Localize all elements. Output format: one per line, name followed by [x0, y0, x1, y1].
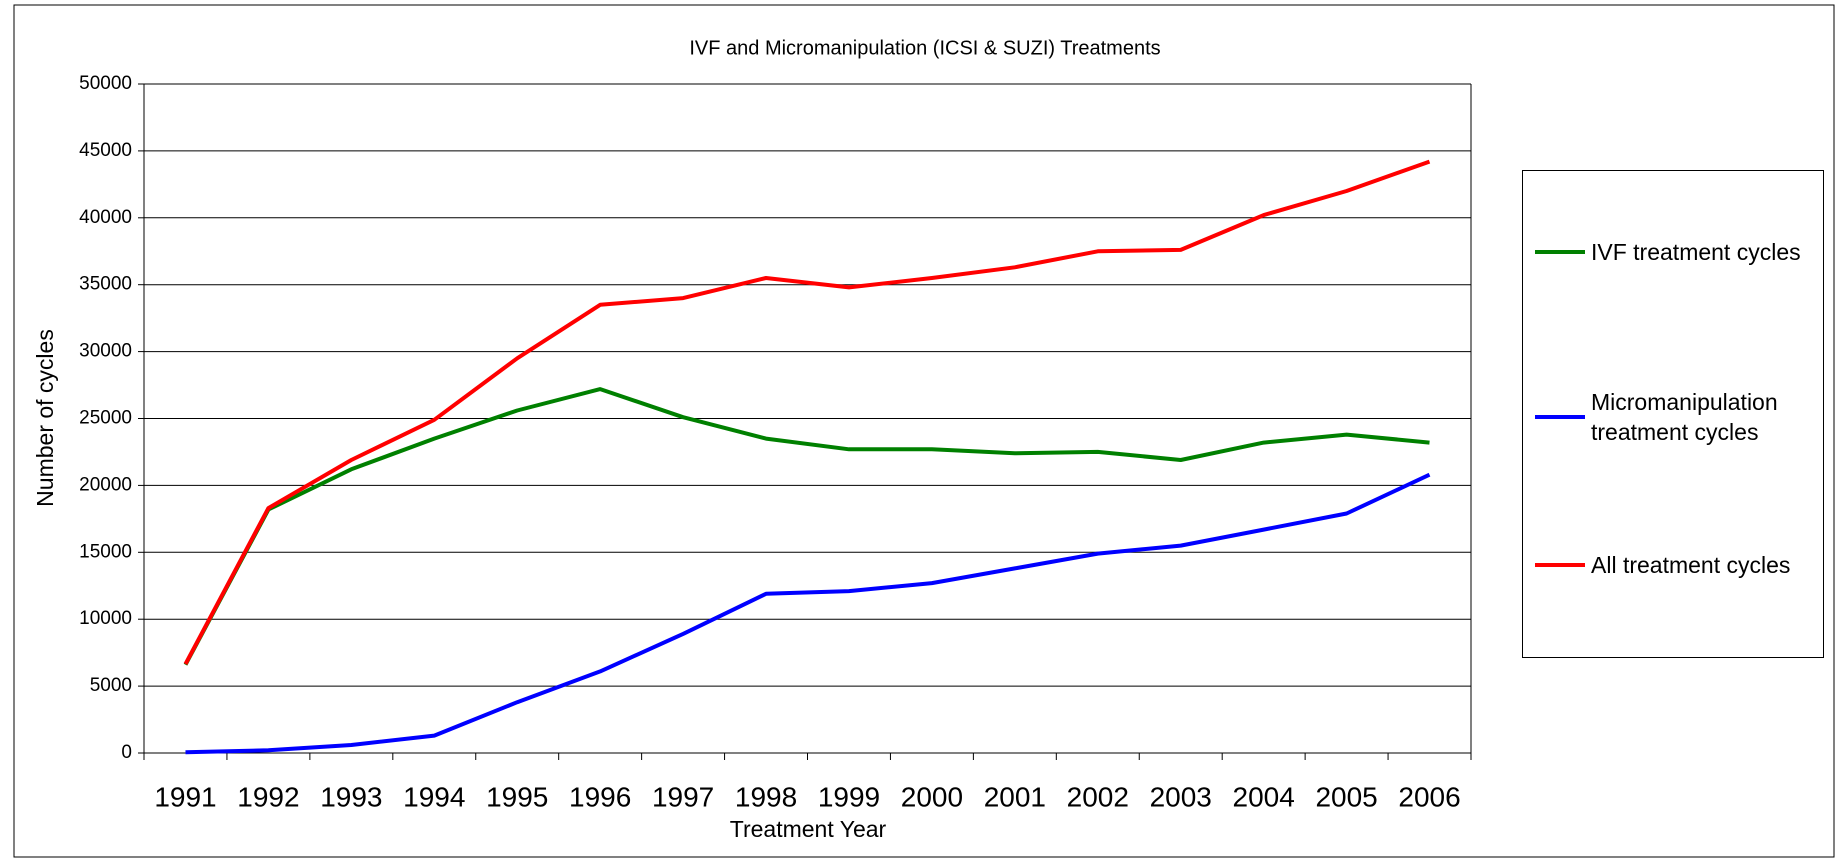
- x-tick-label: 2006: [1398, 781, 1460, 812]
- x-tick-label: 1997: [652, 781, 714, 812]
- legend-swatch: [1535, 563, 1585, 567]
- legend-swatch: [1535, 415, 1585, 419]
- x-tick-label: 2000: [901, 781, 963, 812]
- y-tick-label: 30000: [79, 341, 132, 362]
- x-tick-label: 1998: [735, 781, 797, 812]
- chart-title: IVF and Micromanipulation (ICSI & SUZI) …: [689, 37, 1160, 59]
- series-line: [185, 472, 1431, 755]
- y-axis-label: Number of cycles: [32, 329, 58, 507]
- x-tick-label: 1991: [154, 781, 216, 812]
- chart-frame: [13, 4, 1835, 858]
- x-tick-label: 1994: [403, 781, 465, 812]
- x-tick-label: 2005: [1315, 781, 1377, 812]
- y-tick-label: 5000: [90, 675, 132, 696]
- legend-label: IVF treatment cycles: [1591, 239, 1801, 265]
- y-tick-label: 10000: [79, 608, 132, 629]
- series-line: [183, 159, 1431, 665]
- legend-label: Micromanipulation treatment cycles: [1591, 389, 1778, 445]
- x-axis-label: Treatment Year: [730, 816, 887, 842]
- y-tick-label: 15000: [79, 541, 132, 562]
- x-tick-label: 2004: [1233, 781, 1295, 812]
- x-tick-label: 1999: [818, 781, 880, 812]
- x-tick-label: 2003: [1150, 781, 1212, 812]
- x-tick-label: 1995: [486, 781, 548, 812]
- y-tick-label: 20000: [79, 474, 132, 495]
- x-tick-label: 1992: [237, 781, 299, 812]
- y-tick-label: 0: [121, 742, 132, 763]
- legend-entry: All treatment cycles: [1535, 530, 1820, 600]
- x-tick-label: 2002: [1067, 781, 1129, 812]
- legend-swatch: [1535, 250, 1585, 254]
- x-tick-label: 2001: [984, 781, 1046, 812]
- legend-label: All treatment cycles: [1591, 552, 1791, 578]
- y-tick-label: 50000: [79, 73, 132, 94]
- y-tick-label: 25000: [79, 408, 132, 429]
- legend: IVF treatment cycles Micromanipulation tr…: [1522, 170, 1824, 658]
- y-tick-label: 40000: [79, 207, 132, 228]
- legend-entry: IVF treatment cycles: [1535, 217, 1820, 287]
- x-tick-label: 1996: [569, 781, 631, 812]
- legend-entry: Micromanipulation treatment cycles: [1535, 382, 1820, 452]
- y-tick-label: 45000: [79, 140, 132, 161]
- y-tick-label: 35000: [79, 274, 132, 295]
- x-tick-label: 1993: [320, 781, 382, 812]
- series-line: [183, 387, 1430, 666]
